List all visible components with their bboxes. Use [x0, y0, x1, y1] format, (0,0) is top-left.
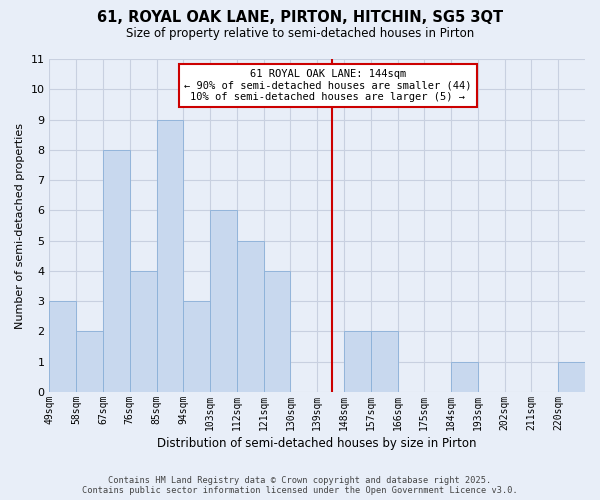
Bar [103, 150, 130, 392]
Bar [157, 120, 184, 392]
Bar [371, 332, 398, 392]
Text: 61 ROYAL OAK LANE: 144sqm
← 90% of semi-detached houses are smaller (44)
10% of : 61 ROYAL OAK LANE: 144sqm ← 90% of semi-… [184, 69, 472, 102]
Y-axis label: Number of semi-detached properties: Number of semi-detached properties [15, 122, 25, 328]
Bar [184, 301, 210, 392]
Bar [49, 301, 76, 392]
Bar [344, 332, 371, 392]
Bar [76, 332, 103, 392]
Text: 61, ROYAL OAK LANE, PIRTON, HITCHIN, SG5 3QT: 61, ROYAL OAK LANE, PIRTON, HITCHIN, SG5… [97, 10, 503, 25]
Bar [451, 362, 478, 392]
Bar [558, 362, 585, 392]
Text: Size of property relative to semi-detached houses in Pirton: Size of property relative to semi-detach… [126, 28, 474, 40]
Bar [237, 240, 263, 392]
Text: Contains HM Land Registry data © Crown copyright and database right 2025.
Contai: Contains HM Land Registry data © Crown c… [82, 476, 518, 495]
Bar [130, 271, 157, 392]
X-axis label: Distribution of semi-detached houses by size in Pirton: Distribution of semi-detached houses by … [157, 437, 477, 450]
Bar [263, 271, 290, 392]
Bar [210, 210, 237, 392]
